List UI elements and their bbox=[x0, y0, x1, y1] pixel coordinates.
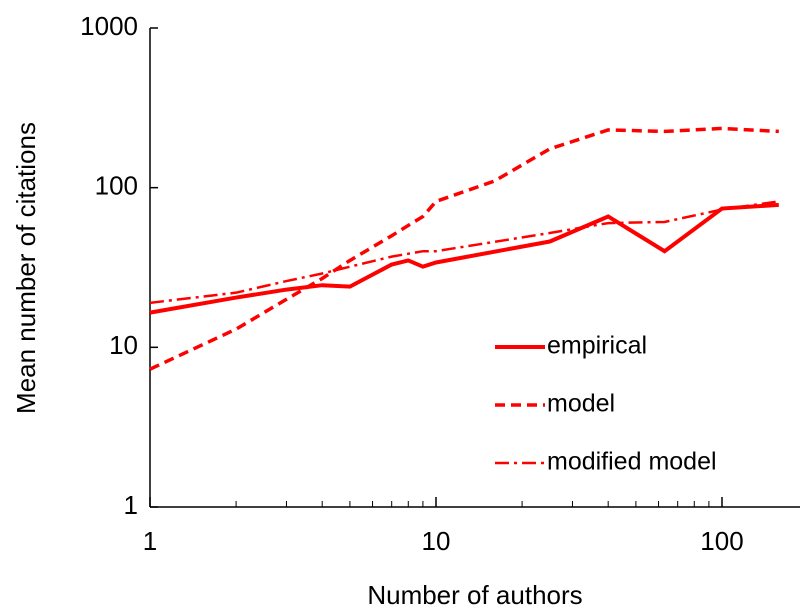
series-line bbox=[149, 202, 779, 315]
legend-label: model bbox=[547, 390, 615, 418]
series-line bbox=[149, 200, 779, 305]
y-tick-label: 1000 bbox=[80, 11, 138, 41]
y-axis-label: Mean number of citations bbox=[11, 122, 41, 414]
y-tick-label: 1 bbox=[124, 490, 138, 520]
y-tick-label: 100 bbox=[95, 171, 138, 201]
x-axis-label: Number of authors bbox=[367, 580, 582, 610]
legend-label: modified model bbox=[547, 448, 717, 476]
x-tick-label: 10 bbox=[422, 526, 451, 556]
series-line bbox=[149, 126, 779, 371]
x-tick-label: 1 bbox=[143, 526, 157, 556]
legend-label: empirical bbox=[547, 332, 647, 360]
y-tick-label: 10 bbox=[109, 330, 138, 360]
x-tick-label: 100 bbox=[700, 526, 743, 556]
